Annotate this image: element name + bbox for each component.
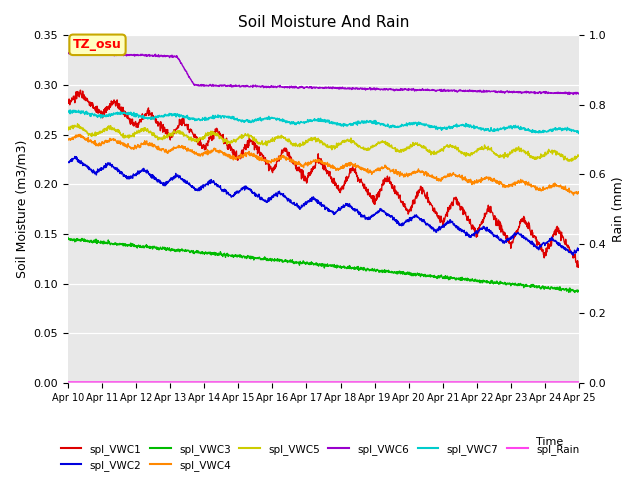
spl_VWC2 bbox=[355, 212, 363, 217]
spl_VWC3 bbox=[64, 235, 72, 240]
spl_VWC3 bbox=[292, 260, 300, 265]
spl_VWC4 bbox=[76, 132, 84, 137]
spl_Rain bbox=[301, 379, 308, 385]
spl_VWC4 bbox=[575, 189, 583, 195]
Line: spl_VWC4: spl_VWC4 bbox=[68, 134, 579, 195]
spl_VWC6 bbox=[125, 52, 132, 58]
spl_VWC6 bbox=[301, 85, 308, 91]
spl_VWC5 bbox=[301, 141, 308, 147]
Y-axis label: Soil Moisture (m3/m3): Soil Moisture (m3/m3) bbox=[15, 140, 28, 278]
spl_VWC3 bbox=[571, 289, 579, 295]
Line: spl_VWC5: spl_VWC5 bbox=[68, 124, 579, 161]
spl_VWC1 bbox=[125, 116, 132, 121]
spl_Rain bbox=[575, 379, 583, 385]
spl_VWC4 bbox=[570, 192, 577, 198]
spl_VWC4 bbox=[301, 161, 308, 167]
spl_VWC6 bbox=[570, 92, 577, 97]
spl_VWC2 bbox=[64, 160, 72, 166]
spl_VWC5 bbox=[104, 123, 112, 129]
Y-axis label: Rain (mm): Rain (mm) bbox=[612, 176, 625, 242]
spl_VWC1 bbox=[64, 98, 72, 104]
spl_Rain bbox=[104, 379, 111, 385]
spl_VWC4 bbox=[292, 159, 300, 165]
spl_VWC4 bbox=[355, 165, 363, 171]
spl_VWC5 bbox=[355, 143, 363, 149]
spl_VWC3 bbox=[281, 257, 289, 263]
spl_VWC4 bbox=[282, 155, 289, 161]
spl_VWC1 bbox=[104, 106, 112, 112]
Line: spl_VWC6: spl_VWC6 bbox=[68, 52, 579, 95]
spl_Rain bbox=[125, 379, 132, 385]
spl_VWC2 bbox=[125, 173, 132, 179]
spl_VWC1 bbox=[301, 173, 308, 179]
spl_VWC5 bbox=[125, 135, 132, 141]
Text: Time: Time bbox=[536, 437, 563, 447]
Line: spl_VWC7: spl_VWC7 bbox=[68, 110, 579, 133]
spl_VWC3 bbox=[125, 242, 132, 248]
spl_VWC2 bbox=[575, 246, 583, 252]
spl_VWC4 bbox=[104, 139, 112, 145]
spl_VWC6 bbox=[282, 84, 289, 90]
spl_VWC6 bbox=[69, 49, 77, 55]
spl_VWC2 bbox=[570, 252, 577, 258]
Title: Soil Moisture And Rain: Soil Moisture And Rain bbox=[238, 15, 409, 30]
Text: TZ_osu: TZ_osu bbox=[73, 38, 122, 51]
spl_VWC7 bbox=[575, 131, 582, 136]
spl_VWC6 bbox=[355, 86, 363, 92]
spl_VWC3 bbox=[301, 260, 308, 265]
spl_VWC6 bbox=[104, 51, 112, 57]
spl_VWC1 bbox=[292, 166, 300, 172]
spl_VWC6 bbox=[292, 84, 300, 89]
spl_VWC1 bbox=[282, 146, 289, 152]
spl_VWC6 bbox=[64, 50, 72, 56]
spl_VWC5 bbox=[292, 140, 300, 146]
spl_VWC2 bbox=[104, 160, 112, 166]
spl_Rain bbox=[64, 379, 72, 385]
spl_VWC7 bbox=[575, 129, 583, 134]
spl_VWC5 bbox=[566, 158, 573, 164]
spl_VWC1 bbox=[76, 87, 84, 93]
spl_VWC5 bbox=[282, 134, 289, 140]
spl_VWC7 bbox=[355, 120, 363, 126]
spl_VWC7 bbox=[64, 108, 72, 114]
spl_VWC7 bbox=[104, 112, 112, 118]
spl_Rain bbox=[281, 379, 289, 385]
Line: spl_VWC2: spl_VWC2 bbox=[68, 156, 579, 255]
spl_VWC3 bbox=[355, 267, 363, 273]
spl_Rain bbox=[355, 379, 363, 385]
spl_VWC7 bbox=[125, 111, 132, 117]
spl_VWC1 bbox=[575, 264, 582, 270]
spl_VWC5 bbox=[64, 124, 72, 130]
spl_VWC5 bbox=[575, 153, 583, 158]
spl_VWC5 bbox=[74, 121, 81, 127]
spl_VWC7 bbox=[292, 120, 300, 126]
spl_VWC2 bbox=[292, 202, 300, 208]
spl_VWC7 bbox=[301, 119, 308, 125]
spl_VWC7 bbox=[282, 118, 289, 124]
spl_VWC7 bbox=[67, 107, 74, 113]
spl_Rain bbox=[292, 379, 300, 385]
Line: spl_VWC1: spl_VWC1 bbox=[68, 90, 579, 267]
spl_VWC3 bbox=[575, 288, 583, 294]
spl_VWC3 bbox=[104, 241, 111, 247]
spl_VWC6 bbox=[575, 90, 583, 96]
spl_VWC1 bbox=[355, 178, 363, 183]
spl_VWC4 bbox=[125, 143, 132, 149]
Legend: spl_VWC1, spl_VWC2, spl_VWC3, spl_VWC4, spl_VWC5, spl_VWC6, spl_VWC7, spl_Rain: spl_VWC1, spl_VWC2, spl_VWC3, spl_VWC4, … bbox=[56, 439, 584, 475]
spl_VWC4 bbox=[64, 136, 72, 142]
spl_VWC2 bbox=[282, 193, 289, 199]
spl_VWC2 bbox=[71, 154, 79, 159]
Line: spl_VWC3: spl_VWC3 bbox=[68, 238, 579, 292]
spl_VWC2 bbox=[301, 200, 308, 206]
spl_VWC1 bbox=[575, 263, 583, 269]
